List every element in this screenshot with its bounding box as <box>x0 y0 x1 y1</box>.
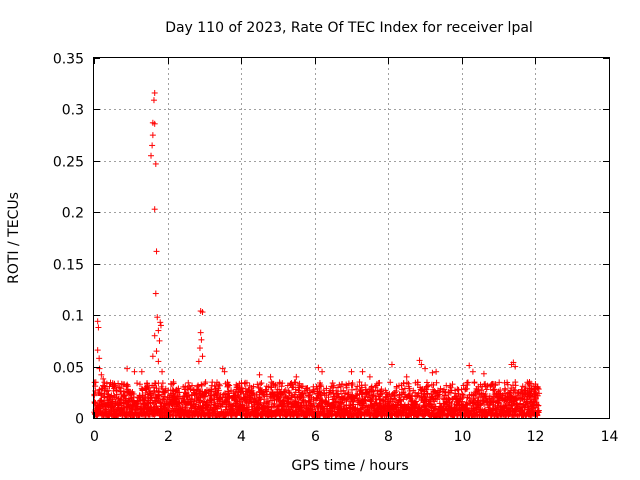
x-tick-label: 8 <box>384 429 393 445</box>
chart-title: Day 110 of 2023, Rate Of TEC Index for r… <box>165 20 533 36</box>
y-tick-label: 0.25 <box>53 155 84 171</box>
data-point <box>366 373 373 380</box>
data-point <box>403 373 410 380</box>
data-point <box>195 382 202 389</box>
data-point <box>153 248 160 255</box>
data-point <box>103 406 110 413</box>
data-point <box>151 206 158 213</box>
data-point <box>152 290 159 297</box>
data-point <box>157 322 164 329</box>
data-point <box>138 368 145 375</box>
data-point <box>196 345 203 352</box>
data-point <box>471 379 478 386</box>
data-point <box>155 327 162 334</box>
data-point <box>143 380 150 387</box>
data-point <box>226 400 233 407</box>
data-point <box>197 397 204 404</box>
data-point <box>281 397 288 404</box>
data-point <box>211 396 218 403</box>
data-point <box>130 394 137 401</box>
data-point <box>151 332 158 339</box>
y-tick-label: 0.2 <box>62 206 84 222</box>
data-point <box>208 388 215 395</box>
data-point <box>94 318 101 325</box>
data-point <box>152 160 159 167</box>
data-point <box>159 368 166 375</box>
x-tick-label: 0 <box>90 429 99 445</box>
x-tick-label: 2 <box>164 429 173 445</box>
data-point <box>319 368 326 375</box>
data-point <box>181 398 188 405</box>
data-point <box>149 353 156 360</box>
data-point <box>94 347 101 354</box>
data-point <box>149 132 156 139</box>
data-point <box>429 369 436 376</box>
data-point <box>480 370 487 377</box>
x-tick-label: 10 <box>454 429 472 445</box>
data-point <box>307 398 314 405</box>
data-point <box>199 353 206 360</box>
y-tick-label: 0 <box>75 412 84 428</box>
data-point <box>157 319 164 326</box>
data-point <box>149 142 156 149</box>
data-point <box>433 368 440 375</box>
data-point <box>150 97 157 104</box>
data-point <box>153 348 160 355</box>
data-point <box>258 380 265 387</box>
data-point <box>197 329 204 336</box>
data-point <box>156 337 163 344</box>
data-point <box>359 368 366 375</box>
data-point <box>96 365 103 372</box>
y-tick-label: 0.05 <box>53 361 84 377</box>
x-tick-label: 4 <box>237 429 246 445</box>
data-point <box>501 385 508 392</box>
x-axis-label: GPS time / hours <box>291 458 408 474</box>
data-point <box>293 373 300 380</box>
data-point <box>185 379 192 386</box>
x-tick-label: 6 <box>311 429 320 445</box>
data-point <box>195 358 202 365</box>
data-point <box>455 387 462 394</box>
data-point <box>134 380 141 387</box>
data-point <box>469 368 476 375</box>
data-point <box>348 368 355 375</box>
data-point <box>128 405 135 412</box>
data-point <box>198 336 205 343</box>
data-point <box>95 324 102 331</box>
data-point <box>466 362 473 369</box>
data-point <box>208 382 215 389</box>
x-tick-label: 14 <box>601 429 619 445</box>
data-point <box>388 361 395 368</box>
data-point <box>151 89 158 96</box>
y-tick-label: 0.1 <box>62 309 84 325</box>
data-point <box>124 365 131 372</box>
data-point <box>267 373 274 380</box>
data-points <box>91 89 543 419</box>
y-axis-label: ROTI / TECUs <box>6 192 22 284</box>
data-point <box>144 400 151 407</box>
data-point <box>148 152 155 159</box>
data-point <box>91 392 98 399</box>
data-point <box>131 368 138 375</box>
data-point <box>315 364 322 371</box>
y-tick-label: 0.15 <box>53 258 84 274</box>
x-tick-label: 12 <box>527 429 545 445</box>
data-point <box>96 355 103 362</box>
y-tick-label: 0.35 <box>53 52 84 68</box>
grid-lines <box>94 58 609 418</box>
data-point <box>266 401 273 408</box>
y-tick-label: 0.3 <box>62 103 84 119</box>
data-point <box>155 358 162 365</box>
data-point <box>256 371 263 378</box>
data-point <box>422 365 429 372</box>
plot-frame <box>93 57 610 419</box>
